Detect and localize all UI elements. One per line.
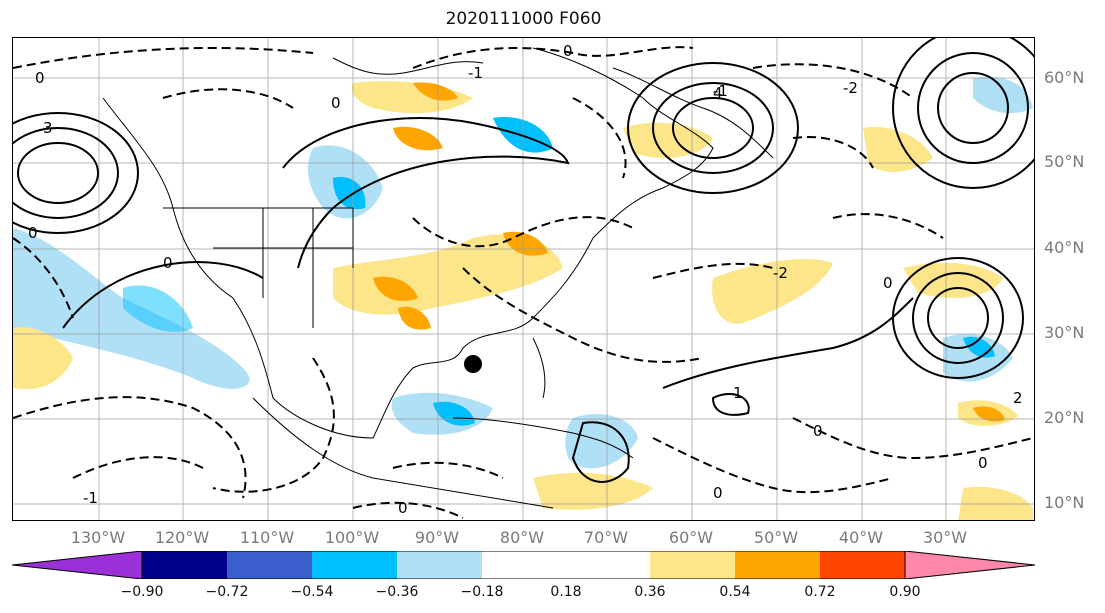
lon-label-70w: 70°W	[583, 528, 629, 547]
contour-label-m1c: -1	[83, 489, 98, 507]
coastlines	[102, 47, 774, 509]
lon-label-40w: 40°W	[838, 528, 884, 547]
lat-label-30n: 30°N	[1044, 323, 1085, 342]
contour-label-0d: 0	[883, 274, 893, 292]
colorbar-tick: −0.90	[120, 584, 164, 600]
colorbar-tick: −0.36	[375, 584, 419, 600]
contour-label-1: 1	[733, 384, 743, 402]
contour-label-0g: 0	[398, 499, 408, 517]
lon-label-60w: 60°W	[668, 528, 714, 547]
contour-label-0: 0	[35, 69, 45, 87]
contour-label-0c: 0	[563, 42, 573, 60]
colorbar-tick: 0.72	[804, 584, 836, 600]
graticule	[13, 38, 1034, 520]
contour-label-0h: 0	[163, 254, 173, 272]
lon-label-90w: 90°W	[414, 528, 460, 547]
storm-center-marker	[464, 355, 482, 373]
contour-label-0f: 0	[713, 484, 723, 502]
contour-label-0b: 0	[331, 94, 341, 112]
lat-label-50n: 50°N	[1044, 152, 1085, 171]
lon-label-30w: 30°W	[922, 528, 968, 547]
lon-label-50w: 50°W	[753, 528, 799, 547]
contour-label-m1: -1	[468, 64, 483, 82]
lat-label-10n: 10°N	[1044, 493, 1085, 512]
colorbar-tick: 0.18	[550, 584, 582, 600]
colorbar-tick: −0.54	[290, 584, 334, 600]
lon-label-120w: 120°W	[154, 528, 210, 547]
contour-label-0e: 0	[813, 422, 823, 440]
lat-label-20n: 20°N	[1044, 408, 1085, 427]
lon-label-110w: 110°W	[239, 528, 295, 547]
contour-label-0i: 0	[28, 224, 38, 242]
lon-label-80w: 80°W	[499, 528, 545, 547]
colorbar-max-extend	[904, 551, 1035, 579]
colorbar-tick: 0.90	[889, 584, 921, 600]
contour-label-2: 2	[1013, 389, 1023, 407]
contour-label-m1b: -1	[713, 82, 728, 100]
map-title: 2020111000 F060	[445, 9, 602, 29]
lon-label-100w: 100°W	[324, 528, 380, 547]
lat-label-40n: 40°N	[1044, 238, 1085, 257]
colorbar-tick: 0.54	[719, 584, 751, 600]
contour-label-m2: -2	[843, 79, 858, 97]
colorbar-tick: 0.36	[634, 584, 666, 600]
contour-label-4: 4	[713, 84, 723, 102]
map-panel: 0 3 0 -1 0 -1 4 -2 -2 0 1 0 0 0 -1 0 0 0…	[12, 37, 1035, 521]
colorbar	[12, 551, 1035, 579]
map-canvas: 0 3 0 -1 0 -1 4 -2 -2 0 1 0 0 0 -1 0 0 0…	[13, 38, 1034, 520]
colorbar-tick: −0.72	[205, 584, 249, 600]
colorbar-tick: −0.18	[460, 584, 504, 600]
lat-label-60n: 60°N	[1044, 68, 1085, 87]
contour-label-0j: 0	[978, 454, 988, 472]
dashed-contours	[13, 46, 1034, 519]
contour-label-3: 3	[43, 119, 53, 137]
lon-label-130w: 130°W	[70, 528, 126, 547]
colorbar-min-extend	[12, 551, 143, 579]
solid-contours	[13, 38, 1034, 483]
contour-labels: 0 3 0 -1 0 -1 4 -2 -2 0 1 0 0 0 -1 0 0 0…	[28, 42, 1023, 517]
contour-label-m2b: -2	[773, 264, 788, 282]
